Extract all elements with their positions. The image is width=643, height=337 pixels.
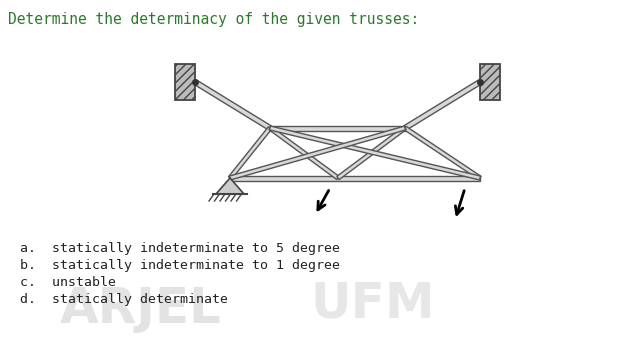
Polygon shape xyxy=(269,126,340,180)
FancyBboxPatch shape xyxy=(175,64,195,100)
Polygon shape xyxy=(216,178,244,194)
Text: b.  statically indeterminate to 1 degree: b. statically indeterminate to 1 degree xyxy=(20,259,340,272)
Polygon shape xyxy=(228,127,271,179)
Polygon shape xyxy=(404,80,482,130)
Polygon shape xyxy=(194,80,271,130)
Text: c.  unstable: c. unstable xyxy=(20,276,116,289)
Text: Determine the determinacy of the given trusses:: Determine the determinacy of the given t… xyxy=(8,12,419,27)
Polygon shape xyxy=(404,126,481,180)
Polygon shape xyxy=(270,125,405,130)
Polygon shape xyxy=(230,126,406,180)
Polygon shape xyxy=(230,176,480,181)
FancyBboxPatch shape xyxy=(480,64,500,100)
Text: a.  statically indeterminate to 5 degree: a. statically indeterminate to 5 degree xyxy=(20,242,340,255)
Polygon shape xyxy=(337,126,406,180)
Polygon shape xyxy=(269,126,480,180)
Text: UFM: UFM xyxy=(310,280,435,328)
Text: ARJEL: ARJEL xyxy=(60,285,222,333)
Text: d.  statically determinate: d. statically determinate xyxy=(20,293,228,306)
